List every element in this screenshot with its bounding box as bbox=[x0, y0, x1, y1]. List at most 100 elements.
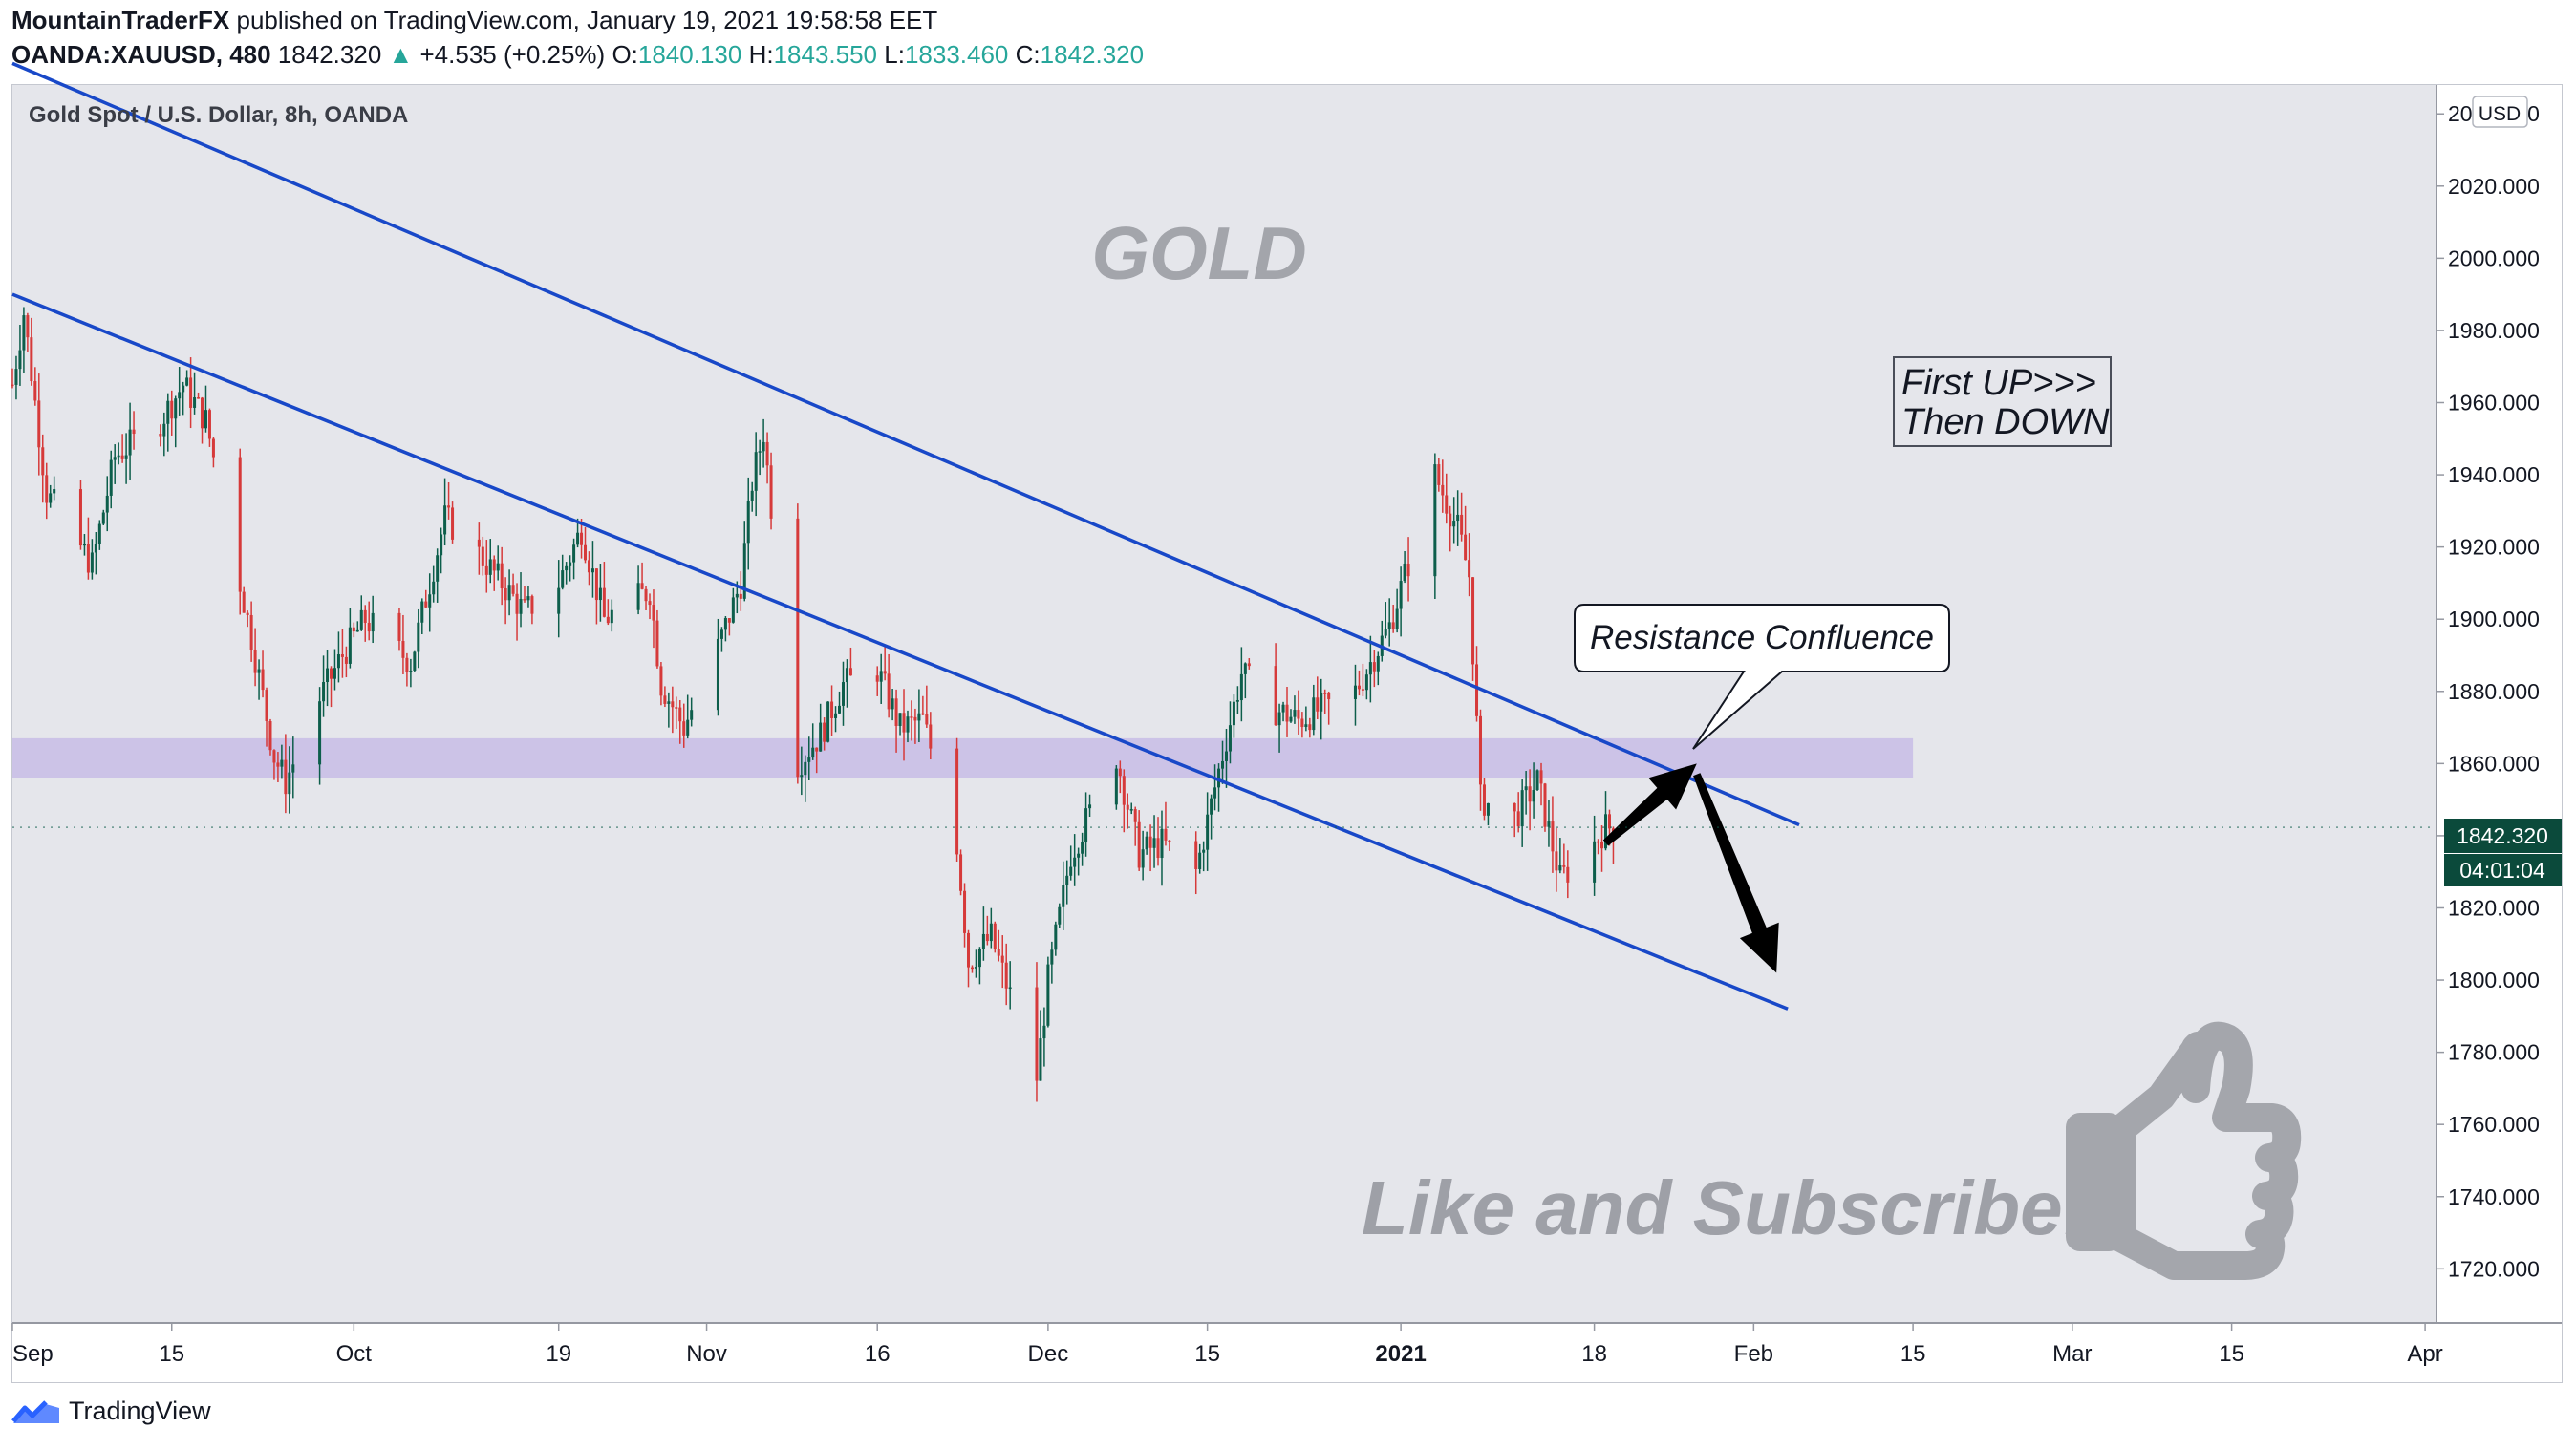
candle-body bbox=[659, 666, 663, 696]
x-tick-label: Sep bbox=[12, 1341, 54, 1367]
currency-label: USD bbox=[2479, 103, 2521, 125]
candle-body bbox=[1008, 987, 1012, 990]
candle-body bbox=[796, 518, 800, 778]
candle-body bbox=[182, 385, 185, 393]
candle-body bbox=[1376, 655, 1380, 672]
candle-body bbox=[117, 455, 120, 458]
resistance-zone bbox=[12, 737, 1914, 778]
candle-body bbox=[1368, 662, 1372, 675]
tradingview-footer[interactable]: TradingView bbox=[11, 1397, 211, 1426]
upper-channel-line bbox=[11, 61, 1800, 827]
candle-body bbox=[1046, 964, 1050, 1026]
candle-body bbox=[1114, 768, 1118, 805]
candle-body bbox=[959, 854, 963, 891]
candle-body bbox=[488, 559, 492, 575]
candle-body bbox=[561, 570, 565, 588]
candle-body bbox=[166, 400, 170, 424]
candle-body bbox=[1551, 821, 1555, 852]
candle-body bbox=[1513, 802, 1516, 812]
candle-body bbox=[1073, 857, 1077, 867]
candle-body bbox=[45, 475, 49, 503]
candle-body bbox=[1607, 814, 1611, 829]
candle-body bbox=[1384, 629, 1387, 636]
note-line-1: First UP>>> bbox=[1901, 363, 2096, 403]
candle-body bbox=[1281, 704, 1285, 713]
publish-info: MountainTraderFX published on TradingVie… bbox=[11, 6, 937, 35]
candle-body bbox=[993, 923, 997, 949]
candle-body bbox=[417, 622, 420, 652]
candle-body bbox=[1593, 841, 1597, 883]
y-tick-label: 1940.000 bbox=[2448, 462, 2540, 487]
price-change: +4.535 (+0.25%) bbox=[419, 40, 606, 69]
candle-body bbox=[910, 716, 913, 718]
candle-body bbox=[644, 588, 648, 602]
candle-body bbox=[746, 501, 750, 544]
candle-body bbox=[272, 750, 276, 763]
candle-body bbox=[492, 559, 496, 571]
candle-body bbox=[1293, 710, 1297, 717]
note-box[interactable] bbox=[1893, 356, 2112, 447]
candle-body bbox=[405, 657, 409, 672]
candle-body bbox=[883, 671, 887, 674]
candle-body bbox=[955, 748, 959, 855]
candle-body bbox=[401, 640, 405, 658]
candle-body bbox=[1004, 962, 1008, 989]
candle-body bbox=[436, 555, 440, 582]
candle-body bbox=[598, 587, 602, 601]
candle-body bbox=[1520, 790, 1524, 827]
down-arrow bbox=[1693, 773, 1779, 973]
candle-body bbox=[1274, 666, 1277, 726]
candle-body bbox=[1449, 513, 1452, 527]
candle-body bbox=[37, 400, 41, 448]
candle-body bbox=[974, 967, 977, 969]
candle-body bbox=[1210, 798, 1213, 815]
candle-body bbox=[1232, 701, 1235, 726]
candle-body bbox=[530, 596, 534, 614]
candle-body bbox=[409, 671, 413, 672]
countdown: 04:01:04 bbox=[2459, 858, 2545, 883]
candle-body bbox=[291, 764, 295, 773]
price-scale-background[interactable] bbox=[2436, 85, 2562, 1323]
candle-body bbox=[101, 512, 105, 524]
candle-body bbox=[807, 757, 811, 762]
candle-body bbox=[109, 459, 113, 496]
y-tick-label: 1960.000 bbox=[2448, 391, 2540, 416]
candle-body bbox=[49, 493, 53, 503]
candle-body bbox=[902, 713, 906, 733]
candle-body bbox=[1054, 924, 1058, 950]
currency-badge[interactable] bbox=[2472, 96, 2528, 128]
candle-body bbox=[204, 410, 207, 429]
candle-body bbox=[758, 451, 762, 453]
high-value: 1843.550 bbox=[773, 40, 878, 69]
candle-body bbox=[1478, 715, 1483, 785]
candle-body bbox=[33, 381, 37, 401]
chart-legend: Gold Spot / U.S. Dollar, 8h, OANDA bbox=[29, 102, 408, 128]
candle-body bbox=[447, 505, 451, 508]
candle-body bbox=[1475, 664, 1479, 716]
candle-body bbox=[682, 721, 686, 736]
candle-body bbox=[917, 713, 921, 721]
candle-body bbox=[1555, 851, 1558, 871]
candle-body bbox=[841, 682, 845, 706]
symbol-name[interactable]: OANDA:XAUUSD, 480 bbox=[11, 40, 271, 69]
y-tick-label: 1980.000 bbox=[2448, 318, 2540, 343]
candle-body bbox=[523, 598, 526, 601]
candle-body bbox=[94, 544, 97, 553]
candle-body bbox=[1353, 685, 1357, 699]
callout-text: Resistance Confluence bbox=[1590, 619, 1934, 656]
candle-body bbox=[440, 534, 443, 556]
candle-body bbox=[178, 392, 182, 399]
author-name[interactable]: MountainTraderFX bbox=[11, 6, 230, 34]
tradingview-brand: TradingView bbox=[69, 1397, 211, 1425]
candle-body bbox=[648, 601, 652, 606]
price-tag-box bbox=[2444, 819, 2562, 853]
candle-body bbox=[18, 350, 22, 370]
candle-body bbox=[989, 923, 993, 942]
candle-body bbox=[1058, 906, 1062, 925]
candle-body bbox=[355, 629, 359, 632]
candle-body bbox=[500, 563, 504, 589]
candle-body bbox=[1532, 790, 1535, 802]
candle-body bbox=[432, 581, 436, 595]
candle-body bbox=[1516, 811, 1520, 827]
